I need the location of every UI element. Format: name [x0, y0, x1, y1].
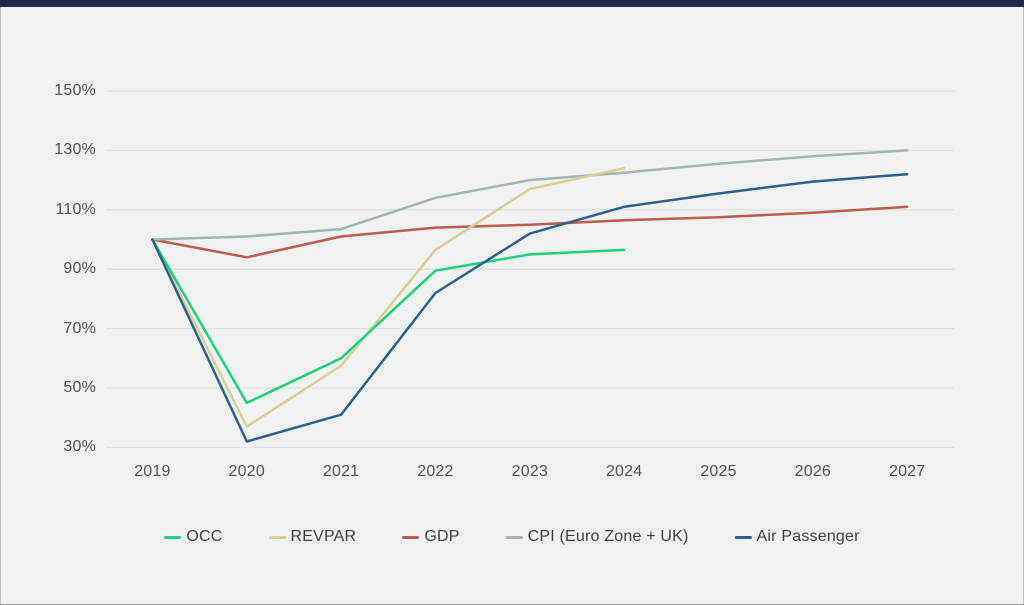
- legend-swatch-air-passenger: [734, 535, 752, 539]
- line-chart: 150% 130% 110% 90% 70% 50% 30% 2019 2020 2021 202…: [1, 7, 1023, 545]
- legend-label: REVPAR: [290, 528, 357, 545]
- legend-item-occ: OCC: [164, 528, 222, 546]
- x-tick-label: 2021: [322, 463, 360, 480]
- y-tick-label: 50%: [63, 379, 96, 396]
- chart-canvas: [106, 90, 954, 449]
- legend-item-revpar: REVPAR: [268, 528, 357, 546]
- x-tick-label: 2020: [228, 463, 265, 480]
- legend-item-gdp: GDP: [402, 528, 459, 546]
- legend-swatch-occ: [164, 535, 182, 539]
- series-line-occ: [151, 238, 626, 405]
- chart-legend: OCC REVPAR GDP CPI (Euro Zone + UK) Air Pass…: [1, 522, 1023, 552]
- x-tick-label: 2026: [794, 463, 832, 480]
- series-line-air-passenger: [151, 172, 909, 443]
- series-line-revpar: [151, 166, 626, 428]
- series-line-cpi-euro-zone-uk: [151, 149, 909, 241]
- y-tick-label: 130%: [54, 141, 96, 159]
- x-tick-label: 2023: [511, 463, 548, 480]
- x-tick-label: 2022: [417, 463, 454, 480]
- legend-label: CPI (Euro Zone + UK): [527, 528, 689, 545]
- y-tick-label: 110%: [55, 200, 96, 218]
- x-tick-label: 2025: [700, 463, 737, 480]
- legend-label: OCC: [186, 528, 223, 545]
- x-tick-label: 2019: [134, 463, 171, 480]
- legend-item-air-passenger: Air Passenger: [734, 528, 860, 546]
- legend-item-cpi-euro-zone-uk: CPI (Euro Zone + UK): [505, 528, 689, 546]
- legend-label: Air Passenger: [756, 528, 860, 545]
- chart-panel: 150% 130% 110% 90% 70% 50% 30% 2019 2020 2021 202…: [0, 7, 1024, 605]
- top-border-bar: [0, 0, 1024, 7]
- x-tick-label: 2027: [888, 463, 926, 480]
- legend-swatch-cpi-euro-zone-uk: [505, 535, 523, 539]
- y-tick-label: 30%: [63, 438, 96, 456]
- x-tick-label: 2024: [605, 463, 643, 480]
- y-tick-label: 150%: [54, 82, 96, 99]
- series-line-gdp: [151, 205, 909, 259]
- legend-swatch-gdp: [402, 535, 420, 539]
- y-tick-label: 70%: [63, 319, 96, 337]
- legend-swatch-revpar: [268, 535, 286, 539]
- legend-label: GDP: [424, 528, 460, 545]
- y-tick-label: 90%: [63, 260, 96, 278]
